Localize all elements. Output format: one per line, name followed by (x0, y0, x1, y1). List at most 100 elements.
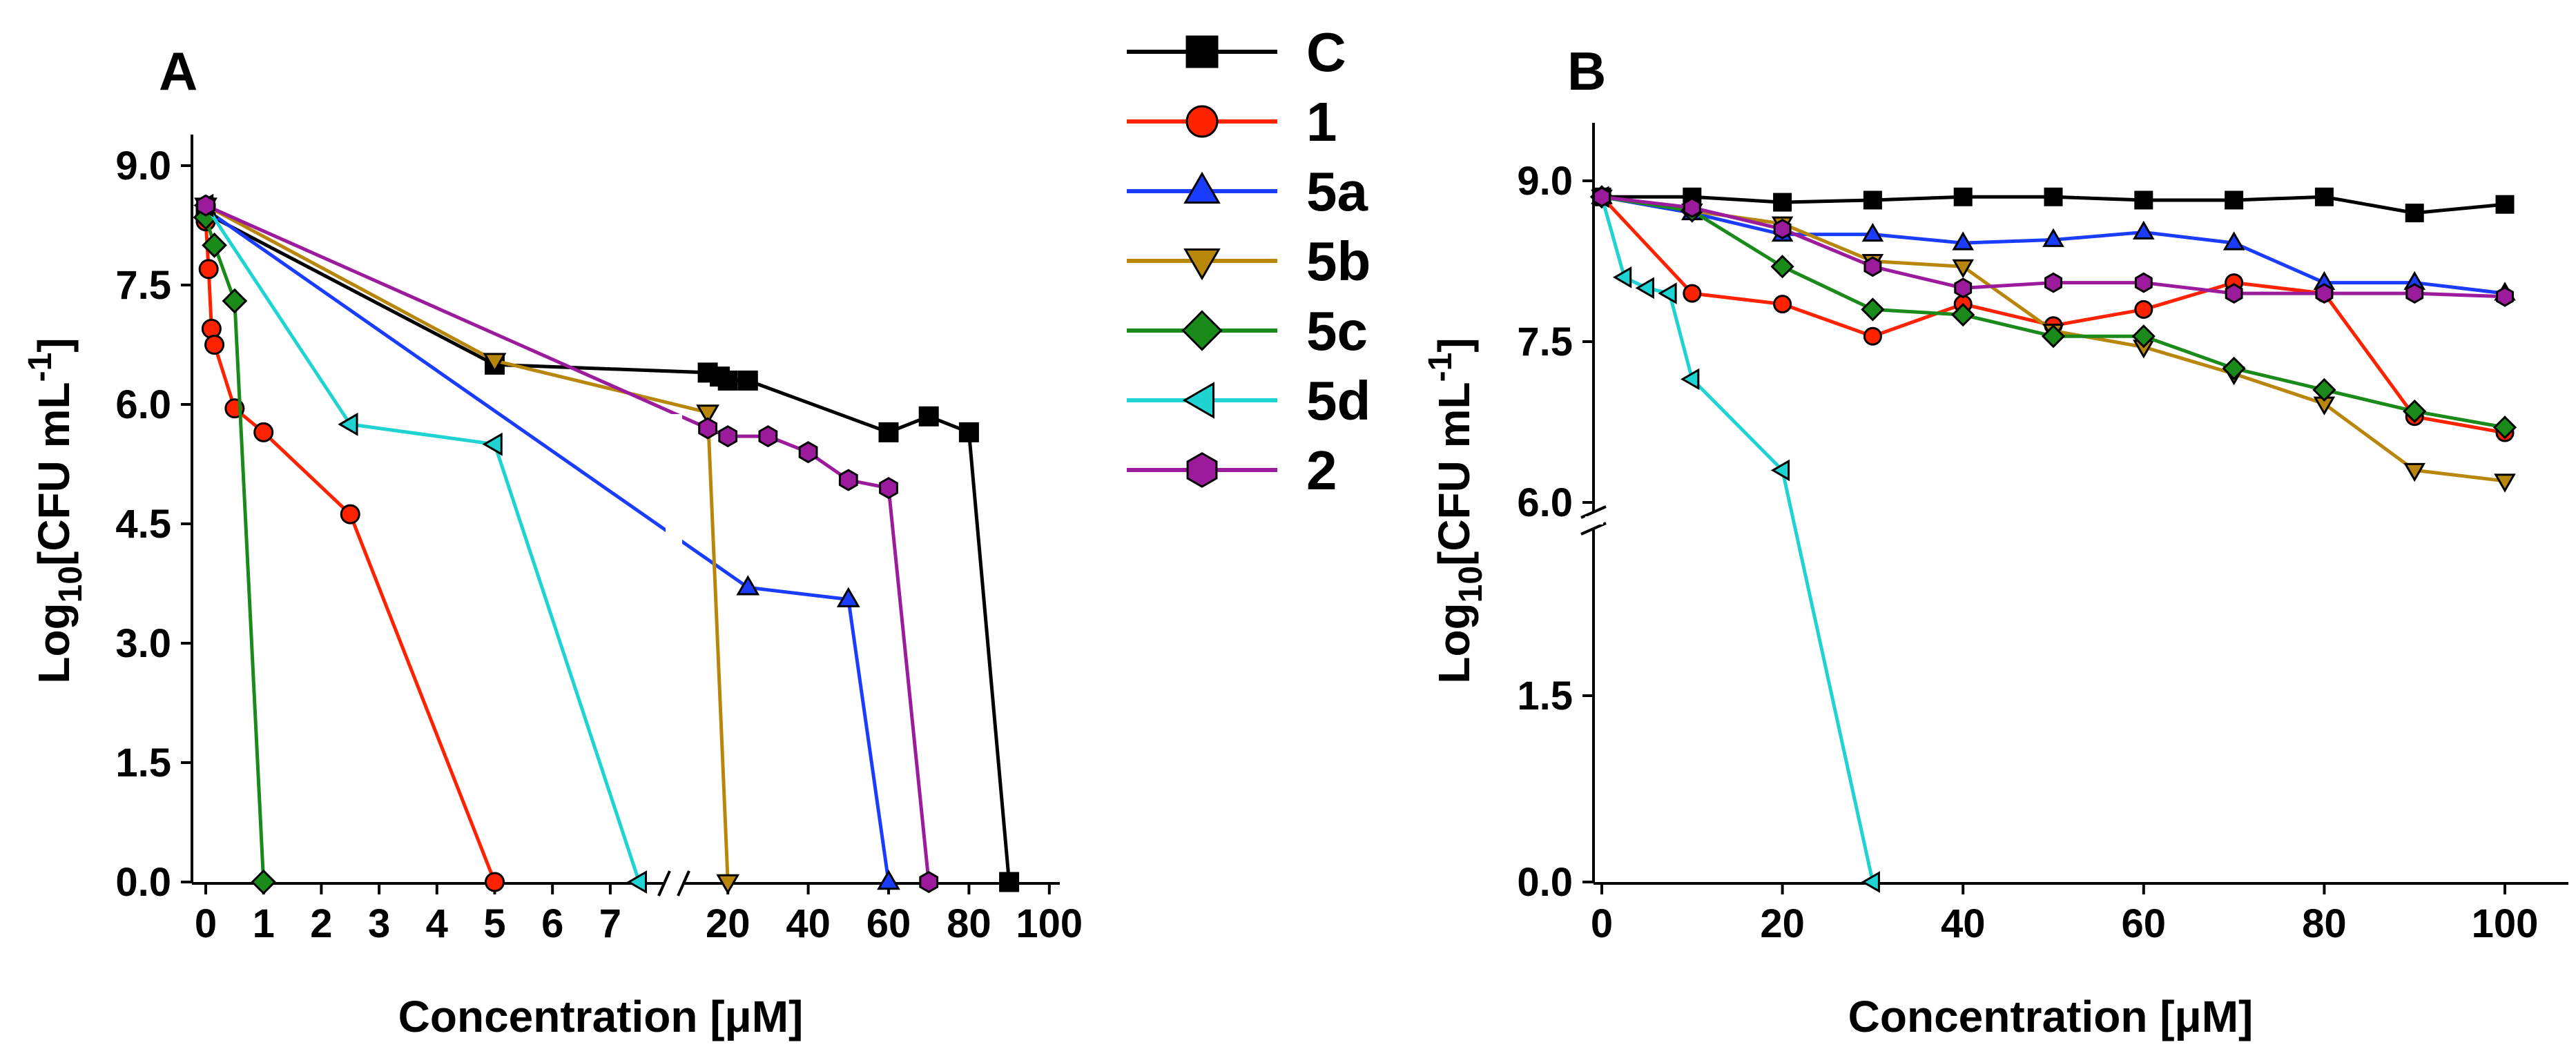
break-gap (666, 414, 682, 897)
data-point (2405, 283, 2424, 304)
data-point (253, 422, 274, 442)
data-point (2132, 220, 2155, 240)
data-point (340, 504, 360, 525)
data-point (717, 370, 738, 391)
data-point (1770, 459, 1790, 482)
data-point (2134, 272, 2153, 293)
legend-item-5a: 5a (1127, 161, 1368, 222)
data-point (2131, 324, 2156, 349)
x-tick-label: 60 (866, 901, 911, 946)
y-tick-label: 3.0 (115, 621, 171, 666)
data-point (879, 477, 898, 500)
x-tick-label: 80 (2302, 901, 2347, 946)
x-tick-label: 3 (368, 901, 390, 946)
data-point (716, 874, 740, 894)
data-point (222, 288, 248, 314)
data-point (2314, 187, 2334, 206)
data-point (1658, 282, 1677, 304)
y-label-part: [CFU mL (29, 382, 79, 566)
y-tick-label: 7.5 (115, 263, 171, 308)
data-point (2405, 204, 2424, 223)
y-label-part: -1 (22, 353, 59, 382)
data-point (999, 872, 1020, 892)
series-2 (1593, 186, 2514, 307)
data-point (718, 425, 738, 448)
data-point (1635, 277, 1654, 300)
legend-marker-icon (1186, 452, 1218, 488)
data-point (1952, 231, 1975, 251)
y-label-part: ] (1429, 337, 1479, 352)
series-line (204, 204, 641, 883)
series-line (204, 211, 1011, 883)
x-tick-label: 0 (195, 901, 217, 946)
legend-marker-icon (1181, 310, 1223, 351)
legend-label: 1 (1306, 91, 1337, 153)
x-tick-label: 20 (1760, 901, 1805, 946)
data-point (1863, 256, 1882, 277)
legend-label: 5c (1306, 300, 1368, 362)
data-point (2492, 415, 2517, 440)
series-5b (194, 197, 740, 894)
legend-label: 5d (1306, 370, 1371, 431)
y-tick-label: 1.5 (1517, 674, 1573, 718)
data-point (2222, 231, 2245, 251)
legend-item-5b: 5b (1127, 231, 1371, 292)
axis-break-mark (657, 870, 671, 897)
data-point (201, 318, 222, 339)
series-5c (1589, 185, 2517, 440)
data-point (2225, 283, 2243, 304)
legend-item-5c: 5c (1127, 300, 1368, 362)
data-point (198, 259, 219, 280)
data-point (1683, 197, 1701, 218)
data-point (798, 441, 818, 464)
data-point (1863, 190, 1882, 210)
y-tick-label: 6.0 (1517, 480, 1573, 525)
data-point (2044, 272, 2062, 293)
y-tick-label: 4.5 (115, 502, 171, 547)
data-point (2044, 187, 2063, 206)
legend-label: 5a (1306, 161, 1368, 222)
data-point (1683, 284, 1702, 303)
series-1 (195, 211, 505, 892)
data-point (698, 417, 717, 440)
data-point (2495, 195, 2515, 214)
data-point (2496, 286, 2514, 307)
data-point (1861, 871, 1880, 893)
legend-label: 5b (1306, 231, 1371, 292)
data-point (196, 194, 215, 217)
panel-b: B 0.0 1.5 6.0 7.5 9.0 0 20 40 60 80 100 Concentratio… (1422, 41, 2568, 1041)
x-tick-label: 80 (947, 901, 991, 946)
y-label-part: 10 (52, 566, 89, 603)
data-point (878, 422, 899, 442)
legend-item-5d: 5d (1127, 370, 1371, 431)
data-point (2225, 190, 2244, 210)
data-point (2041, 324, 2066, 349)
legend: C 1 5a 5b 5c 5d 2 (1127, 21, 1371, 501)
legend-item-1: 1 (1127, 91, 1337, 153)
x-axis-label: Concentration [μM] (1848, 992, 2254, 1041)
axis-break-mark (1580, 522, 1607, 536)
data-point (483, 353, 507, 373)
data-point (1593, 186, 1611, 208)
legend-marker-icon (1185, 35, 1219, 68)
x-tick-label: 40 (786, 901, 831, 946)
y-axis-label: Log10[CFU mL-1] (22, 337, 89, 683)
data-point (2222, 356, 2246, 380)
data-point (1612, 266, 1632, 288)
y-tick-label: 0.0 (1517, 860, 1573, 905)
data-point (877, 870, 900, 890)
x-tick-label: 4 (426, 901, 448, 946)
series-line (204, 204, 730, 883)
data-point (2315, 283, 2334, 304)
legend-marker-icon (1183, 248, 1221, 281)
series-5c (193, 204, 277, 895)
axis-break-mark (677, 870, 690, 897)
data-point (836, 587, 860, 607)
legend-marker-icon (1185, 105, 1219, 138)
panel-a: A 0.0 1.5 3.0 4.5 6.0 7.5 9.0 0 1 2 3 4 5 6 7 20 40 60 80 10… (22, 41, 1083, 1041)
x-tick-label: 20 (706, 901, 750, 946)
y-label-part: Log (29, 603, 79, 683)
x-tick-label: 60 (2122, 901, 2167, 946)
legend-item-2: 2 (1127, 440, 1337, 501)
